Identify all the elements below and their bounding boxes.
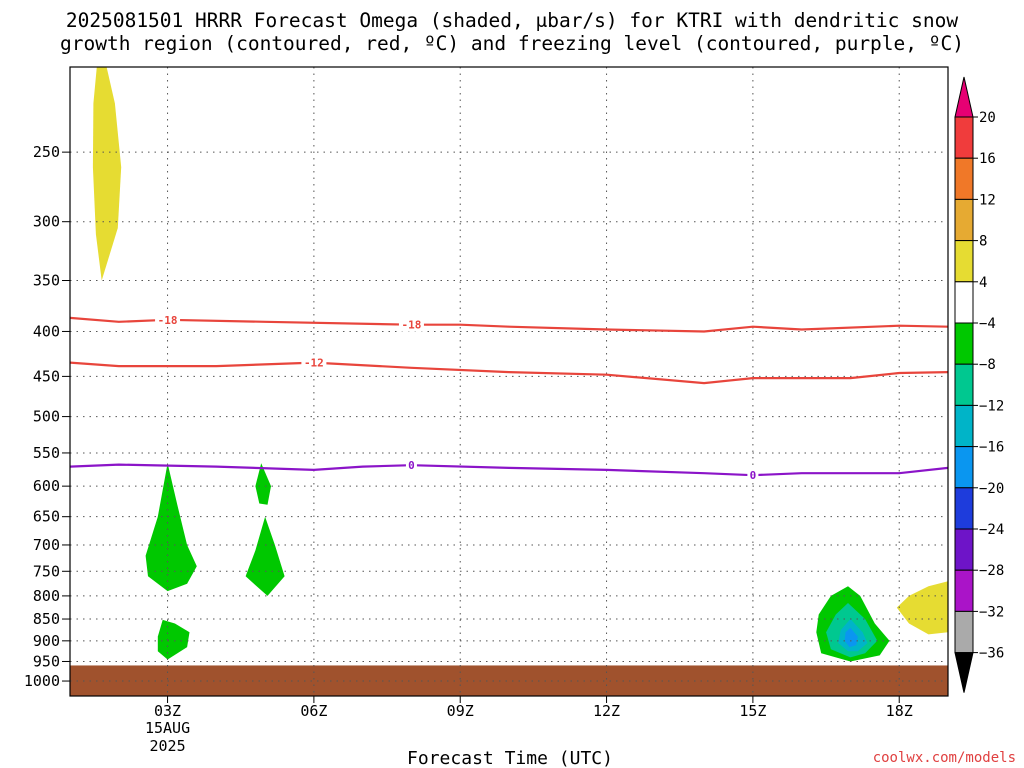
contour-label-bg--18-0	[155, 312, 181, 327]
x-tick-label-18Z: 18Z	[886, 702, 913, 720]
contour-line--12	[70, 361, 948, 385]
y-tick-label-400: 400	[33, 322, 60, 340]
colorbar-segment-7	[954, 363, 974, 406]
y-tick-label-700: 700	[33, 536, 60, 554]
colorbar: 20 16 12 8 4 −4 −8 −12 −16 −20 −24 −28 −32 −36	[954, 76, 1004, 693]
colorbar-segment-6	[954, 322, 974, 365]
shaded-region-pos4-upper	[92, 67, 122, 281]
colorbar-label-0: 20	[979, 110, 996, 126]
colorbar-segment-2	[954, 157, 974, 200]
y-tick-label-850: 850	[33, 610, 60, 628]
colorbar-label-2: 12	[979, 192, 996, 208]
y-axis: 250 300 350 400 450 500 550 600 650 700 750 800 850 9…	[24, 143, 70, 690]
colorbar-label-8: −16	[979, 440, 1004, 456]
colorbar-segment-11	[954, 528, 974, 571]
contour-label-bg--12-0	[301, 355, 327, 370]
colorbar-label-3: 8	[979, 234, 987, 250]
x-tick-label-15Z: 15Z	[739, 702, 766, 720]
contour-label-0-1: 0	[750, 469, 757, 482]
colorbar-label-5: −4	[979, 316, 996, 332]
colorbar-label-1: 16	[979, 151, 996, 167]
chart-title-line1: 2025081501 HRRR Forecast Omega (shaded, …	[66, 9, 958, 32]
colorbar-label-10: −24	[979, 522, 1004, 538]
shaded-region-neg4-b	[157, 619, 190, 660]
shaded-region-neg4-c	[255, 463, 271, 505]
contour-label-bg--18-1	[398, 317, 424, 332]
colorbar-segment-9	[954, 446, 974, 489]
colorbar-top-triangle	[954, 76, 974, 118]
colorbar-segment-1	[954, 116, 974, 159]
credit-text: coolwx.com/models	[873, 750, 1016, 766]
colorbar-bottom-triangle	[954, 652, 974, 693]
y-tick-label-950: 950	[33, 652, 60, 670]
colorbar-label-7: −12	[979, 398, 1004, 414]
x-tick-label-09Z: 09Z	[447, 702, 474, 720]
colorbar-label-13: −36	[979, 646, 1004, 662]
y-tick-label-1000: 1000	[24, 672, 60, 690]
colorbar-segment-8	[954, 404, 974, 448]
contour-line-0	[70, 463, 948, 477]
y-tick-label-750: 750	[33, 562, 60, 580]
colorbar-segment-5	[954, 281, 974, 324]
contour-label-bg-0-1	[747, 468, 759, 483]
y-tick-label-250: 250	[33, 143, 60, 161]
shaded-region-neg4-a	[145, 463, 197, 592]
contour-label--12-0: -12	[304, 357, 324, 370]
plot-area: -18 -18 -12 0 0	[69, 66, 949, 697]
colorbar-segment-10	[954, 487, 974, 530]
x-axis-label: Forecast Time (UTC)	[407, 748, 613, 768]
contour-label--18-1: -18	[402, 319, 422, 332]
y-tick-label-350: 350	[33, 272, 60, 290]
x-tick-date: 15AUG	[145, 719, 190, 737]
y-tick-label-500: 500	[33, 408, 60, 426]
shaded-region-pos4-right	[896, 581, 948, 635]
y-tick-label-900: 900	[33, 632, 60, 650]
y-tick-label-300: 300	[33, 213, 60, 231]
y-tick-label-600: 600	[33, 477, 60, 495]
colorbar-label-12: −32	[979, 604, 1004, 620]
y-tick-label-650: 650	[33, 508, 60, 526]
colorbar-label-4: 4	[979, 275, 987, 291]
y-tick-label-450: 450	[33, 367, 60, 385]
colorbar-label-9: −20	[979, 481, 1004, 497]
x-tick-label-03Z: 03Z	[154, 702, 181, 720]
x-tick-label-06Z: 06Z	[300, 702, 327, 720]
x-tick-year: 2025	[149, 737, 185, 755]
shaded-region-neg16-e	[844, 627, 858, 648]
colorbar-segment-13	[954, 610, 974, 654]
ground-terrain	[70, 665, 948, 696]
contour-label--18-0: -18	[158, 314, 178, 327]
chart-title-line2: growth region (contoured, red, ºC) and f…	[60, 32, 964, 55]
plot-frame	[69, 66, 949, 697]
x-tick-label-12Z: 12Z	[593, 702, 620, 720]
colorbar-label-6: −8	[979, 357, 996, 373]
y-tick-label-550: 550	[33, 444, 60, 462]
contour-label-0-0: 0	[408, 459, 415, 472]
colorbar-label-11: −28	[979, 563, 1004, 579]
shaded-region-neg4-d	[245, 516, 285, 596]
colorbar-segment-4	[954, 240, 974, 283]
contour-label-bg-0-0	[405, 458, 417, 473]
plot-inner: -18 -18 -12 0 0	[70, 67, 948, 696]
y-tick-label-800: 800	[33, 587, 60, 605]
colorbar-segment-3	[954, 198, 974, 242]
colorbar-segment-12	[954, 569, 974, 612]
contour-line--18	[70, 316, 948, 333]
